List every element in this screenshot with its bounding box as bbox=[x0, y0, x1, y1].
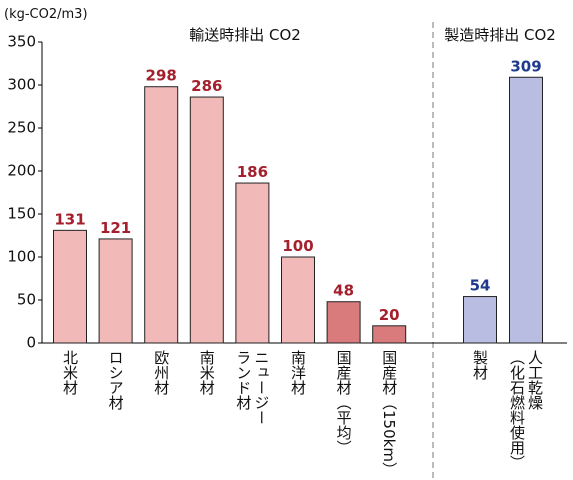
x-tick-label: 人工乾燥 bbox=[526, 350, 544, 410]
y-tick-label: 150 bbox=[7, 205, 36, 223]
bar bbox=[326, 301, 361, 344]
x-tick-label: （化石燃料使用） bbox=[508, 350, 526, 470]
x-tick-label: 欧州材 bbox=[152, 350, 170, 395]
value-label: 48 bbox=[333, 282, 354, 300]
y-tick-label: 250 bbox=[7, 119, 36, 137]
y-tick-label: 300 bbox=[7, 76, 36, 94]
group-label: 製造時排出 CO2 bbox=[444, 26, 556, 44]
bar bbox=[509, 76, 543, 344]
bar bbox=[235, 182, 270, 344]
value-label: 100 bbox=[282, 237, 313, 255]
value-label: 54 bbox=[470, 277, 491, 295]
x-tick-label: ランド材 bbox=[234, 350, 252, 410]
bar bbox=[372, 325, 407, 344]
y-unit: (kg-CO2/m3) bbox=[4, 7, 88, 22]
bar bbox=[144, 86, 179, 344]
y-tick-label: 100 bbox=[7, 248, 36, 266]
x-tick-label: 国産材（平均） bbox=[335, 350, 353, 455]
y-tick-label: 0 bbox=[26, 334, 36, 352]
group-label: 輸送時排出 CO2 bbox=[189, 26, 301, 44]
bar bbox=[98, 238, 133, 344]
bar bbox=[189, 96, 224, 344]
y-tick-label: 200 bbox=[7, 162, 36, 180]
bar bbox=[281, 256, 315, 344]
value-label: 298 bbox=[146, 67, 177, 85]
value-label: 309 bbox=[510, 57, 541, 75]
value-label: 121 bbox=[100, 219, 131, 237]
y-tick-label: 350 bbox=[7, 33, 36, 51]
x-tick-label: 南米材 bbox=[198, 350, 216, 395]
x-tick-label: 国産材（150km） bbox=[380, 350, 398, 477]
x-tick-label: 南洋材 bbox=[289, 350, 307, 395]
value-label: 131 bbox=[54, 210, 85, 228]
y-tick-label: 50 bbox=[17, 291, 36, 309]
x-tick-label: ニュージー bbox=[252, 350, 270, 425]
x-tick-label: 北米材 bbox=[61, 350, 79, 395]
bar bbox=[463, 296, 497, 344]
value-label: 20 bbox=[379, 306, 400, 324]
x-tick-label: ロシア材 bbox=[107, 350, 125, 410]
value-label: 186 bbox=[237, 163, 268, 181]
x-tick-label: 製材 bbox=[471, 350, 489, 380]
bar bbox=[53, 229, 87, 344]
value-label: 286 bbox=[191, 77, 222, 95]
